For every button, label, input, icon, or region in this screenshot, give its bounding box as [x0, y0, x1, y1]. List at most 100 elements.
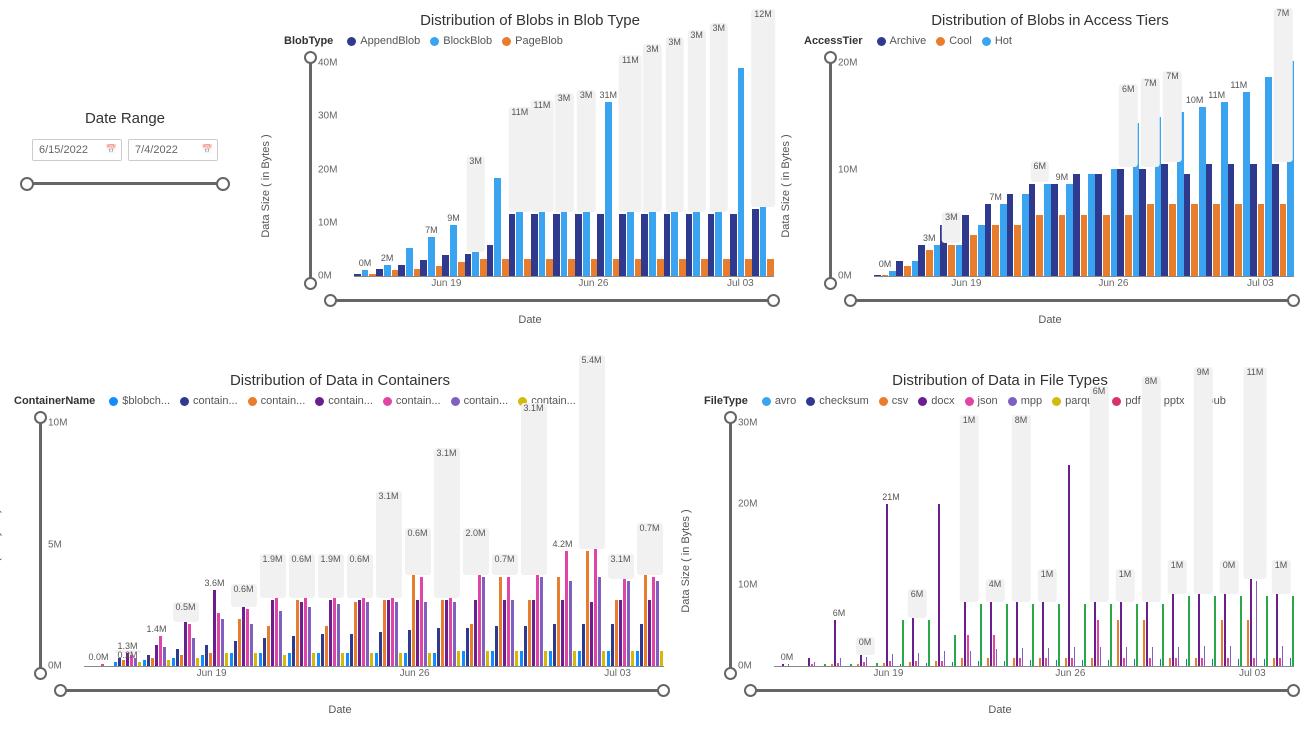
bar-group[interactable]: 3.6M	[200, 590, 229, 667]
legend-item[interactable]: docx	[918, 395, 954, 407]
bar[interactable]	[399, 653, 402, 666]
bar-group[interactable]	[800, 658, 826, 666]
bar-group[interactable]: 1M	[1268, 581, 1294, 666]
bar[interactable]	[1117, 169, 1124, 276]
bar-group[interactable]	[962, 215, 984, 276]
bar[interactable]	[250, 624, 253, 667]
bar[interactable]	[1007, 194, 1014, 276]
bar[interactable]	[814, 662, 816, 666]
bar[interactable]	[279, 611, 282, 666]
bar[interactable]	[201, 655, 204, 666]
bar[interactable]	[635, 259, 642, 276]
bar[interactable]	[428, 237, 435, 276]
bar[interactable]	[254, 653, 257, 666]
bar[interactable]	[623, 577, 626, 666]
bar[interactable]	[217, 613, 220, 666]
bar[interactable]	[362, 270, 369, 276]
bar-group[interactable]: 4.2M	[548, 551, 577, 666]
bar[interactable]	[1152, 647, 1154, 666]
legend-item[interactable]: Hot	[982, 35, 1012, 47]
bar-group[interactable]: 3M	[553, 130, 575, 276]
bar[interactable]	[1059, 215, 1066, 276]
bar[interactable]	[1227, 658, 1229, 666]
bar[interactable]	[1071, 658, 1073, 666]
bar[interactable]	[752, 209, 759, 277]
bar[interactable]	[557, 577, 560, 666]
bar[interactable]	[1230, 646, 1232, 666]
bar[interactable]	[205, 645, 208, 666]
bar[interactable]	[1081, 215, 1088, 276]
bar-group[interactable]	[730, 68, 752, 276]
bar[interactable]	[1160, 659, 1162, 666]
bar[interactable]	[883, 663, 885, 666]
bar[interactable]	[1199, 107, 1206, 276]
bar[interactable]	[238, 619, 241, 666]
bar[interactable]	[664, 214, 671, 276]
bar[interactable]	[808, 658, 810, 666]
bar[interactable]	[329, 600, 332, 666]
bar-group[interactable]: 6M	[904, 604, 930, 666]
bar[interactable]	[904, 266, 911, 276]
bar-group[interactable]: 1M	[1034, 589, 1060, 666]
bar[interactable]	[1221, 620, 1223, 666]
bar-group[interactable]	[1250, 77, 1272, 276]
bar-group[interactable]: 30M8M	[1138, 434, 1164, 666]
bar[interactable]	[882, 275, 889, 276]
bar[interactable]	[840, 658, 842, 666]
legend-item[interactable]: csv	[879, 395, 909, 407]
date-start-input[interactable]: 6/15/2022	[32, 139, 122, 161]
bar[interactable]	[176, 649, 179, 666]
bar[interactable]	[1290, 658, 1292, 666]
bar-group[interactable]: 3M	[575, 127, 597, 276]
bar[interactable]	[1169, 658, 1171, 666]
bar[interactable]	[1082, 660, 1084, 666]
bar[interactable]	[1048, 648, 1050, 666]
bar[interactable]	[507, 577, 510, 666]
bar[interactable]	[325, 626, 328, 666]
y-axis-slider[interactable]	[34, 411, 48, 680]
bar-group[interactable]: 3M	[664, 85, 686, 276]
x-axis-slider[interactable]	[744, 684, 1300, 698]
bar[interactable]	[544, 651, 547, 666]
bar[interactable]	[445, 600, 448, 666]
bar-group[interactable]: 0M	[1216, 581, 1242, 666]
bar[interactable]	[366, 602, 369, 666]
bar[interactable]	[1161, 164, 1168, 277]
bar[interactable]	[990, 596, 992, 666]
bar[interactable]	[420, 577, 423, 666]
bar[interactable]	[520, 651, 523, 666]
bar[interactable]	[602, 651, 605, 666]
bar[interactable]	[970, 235, 977, 276]
bar-group[interactable]: 6M	[826, 620, 852, 666]
y-axis-slider[interactable]	[724, 411, 738, 680]
bar[interactable]	[259, 653, 262, 666]
bar[interactable]	[549, 651, 552, 666]
bar[interactable]	[540, 577, 543, 666]
bar[interactable]	[398, 265, 405, 276]
x-axis-slider[interactable]	[54, 684, 670, 698]
bar[interactable]	[465, 254, 472, 277]
bar[interactable]	[546, 259, 553, 276]
bar-group[interactable]: 1.3M0.2M	[113, 653, 142, 666]
bar[interactable]	[1091, 658, 1093, 666]
bar-group[interactable]: 8.2M3.1M	[432, 492, 461, 666]
bar[interactable]	[387, 600, 390, 666]
bar[interactable]	[886, 504, 888, 666]
bar[interactable]	[892, 654, 894, 666]
bar[interactable]	[605, 102, 612, 276]
bar[interactable]	[180, 655, 183, 666]
bar[interactable]	[1149, 658, 1151, 666]
bar[interactable]	[341, 653, 344, 666]
bar[interactable]	[1282, 646, 1284, 666]
bar[interactable]	[811, 664, 813, 666]
bar[interactable]	[926, 663, 928, 666]
bar[interactable]	[987, 658, 989, 666]
bar[interactable]	[184, 615, 187, 666]
bar-group[interactable]: 9M	[1051, 184, 1073, 276]
bar[interactable]	[1125, 215, 1132, 276]
bar-group[interactable]: 3M	[918, 245, 940, 276]
bar[interactable]	[346, 653, 349, 666]
x-axis-slider[interactable]	[844, 294, 1300, 308]
bar[interactable]	[1243, 92, 1250, 276]
bar[interactable]	[532, 600, 535, 666]
